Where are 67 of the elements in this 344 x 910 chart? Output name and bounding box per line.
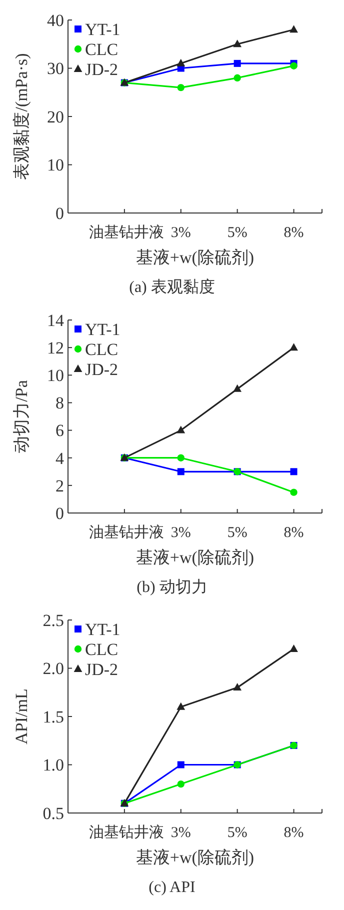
x-tick-label: 油基钻井液 bbox=[88, 824, 164, 841]
point bbox=[177, 780, 184, 788]
y-tick-label: 2.5 bbox=[42, 610, 64, 630]
y-tick-label: 20 bbox=[47, 107, 64, 126]
x-tick-label: 5% bbox=[227, 225, 248, 241]
y-axis-title: API/mL bbox=[12, 688, 31, 744]
legend-label: YT-1 bbox=[85, 320, 120, 339]
point bbox=[290, 488, 298, 496]
point bbox=[177, 761, 184, 768]
y-tick-label: 8 bbox=[56, 394, 64, 413]
y-tick-label: 10 bbox=[47, 156, 64, 175]
point bbox=[234, 74, 241, 82]
point bbox=[290, 25, 298, 33]
x-tick-label: 油基钻井液 bbox=[88, 524, 164, 541]
y-tick-label: 14 bbox=[47, 310, 64, 330]
y-tick-label: 2.0 bbox=[42, 659, 64, 678]
y-tick-label: 1.5 bbox=[42, 707, 64, 726]
y-axis-title: 表观黏度/(mPa·s) bbox=[12, 53, 31, 180]
point bbox=[177, 84, 184, 92]
y-tick-label: 30 bbox=[47, 59, 64, 78]
point bbox=[176, 58, 186, 66]
y-tick-label: 0.5 bbox=[42, 804, 64, 823]
x-axis-title: 基液+w(除硫剂) bbox=[136, 548, 254, 567]
legend-label: CLC bbox=[85, 640, 118, 659]
y-axis-title: 动切力/Pa bbox=[12, 380, 31, 453]
x-tick-label: 3% bbox=[170, 225, 191, 241]
legend-label: JD-2 bbox=[85, 660, 118, 679]
x-tick-label: 5% bbox=[227, 525, 248, 541]
x-tick-label: 8% bbox=[284, 225, 304, 241]
x-tick-label: 3% bbox=[170, 525, 191, 541]
legend-label: YT-1 bbox=[85, 20, 120, 39]
legend-label: YT-1 bbox=[85, 620, 120, 639]
legend-label: CLC bbox=[85, 340, 118, 359]
text: (a) 表观黏度 bbox=[129, 278, 215, 296]
point bbox=[233, 40, 242, 48]
x-tick-label: 3% bbox=[170, 825, 191, 841]
y-tick-label: 0 bbox=[56, 204, 64, 223]
point bbox=[290, 468, 298, 476]
x-tick-label: 8% bbox=[284, 525, 304, 541]
text: (c) API bbox=[148, 879, 196, 896]
point bbox=[177, 454, 184, 462]
x-axis-title: 基液+w(除硫剂) bbox=[136, 848, 254, 867]
point bbox=[290, 62, 298, 70]
x-tick-label: 5% bbox=[227, 825, 248, 841]
x-tick-label: 油基钻井液 bbox=[88, 224, 164, 241]
y-tick-label: 12 bbox=[47, 338, 64, 358]
y-tick-label: 40 bbox=[47, 10, 64, 30]
legend-label: JD-2 bbox=[85, 360, 118, 379]
legend-label: CLC bbox=[85, 40, 118, 59]
y-tick-label: 0 bbox=[56, 504, 64, 523]
y-tick-label: 10 bbox=[47, 366, 64, 386]
point bbox=[290, 644, 298, 652]
y-tick-label: 6 bbox=[56, 421, 64, 440]
point bbox=[176, 426, 186, 434]
y-tick-label: 4 bbox=[56, 448, 64, 468]
point bbox=[176, 702, 186, 710]
x-axis-title: 基液+w(除硫剂) bbox=[136, 248, 254, 267]
y-tick-label: 2 bbox=[56, 476, 64, 496]
text: (b) 动切力 bbox=[136, 578, 208, 596]
y-tick-label: 1.0 bbox=[42, 756, 64, 775]
point bbox=[177, 468, 184, 476]
point bbox=[290, 343, 298, 351]
point bbox=[233, 683, 242, 691]
point bbox=[233, 384, 242, 392]
point bbox=[234, 60, 241, 67]
legend-label: JD-2 bbox=[85, 60, 118, 79]
x-tick-label: 8% bbox=[284, 825, 304, 841]
